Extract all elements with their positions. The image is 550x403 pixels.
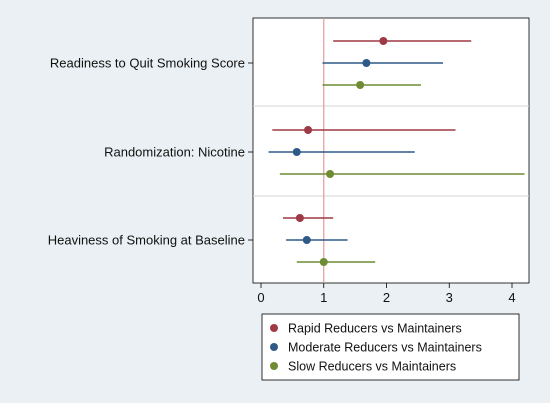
x-tick-label: 3: [446, 290, 453, 305]
legend-label: Moderate Reducers vs Maintainers: [288, 341, 482, 355]
x-tick-label: 0: [257, 290, 264, 305]
legend-marker: [270, 343, 278, 351]
y-category-label: Randomization: Nicotine: [104, 145, 245, 160]
legend-marker: [270, 324, 278, 332]
legend-label: Slow Reducers vs Maintainers: [288, 360, 456, 374]
legend-marker: [270, 362, 278, 370]
estimate-point: [356, 81, 365, 89]
estimate-point: [295, 214, 304, 222]
x-tick-label: 1: [320, 290, 327, 305]
estimate-point: [292, 148, 301, 156]
estimate-point: [326, 170, 335, 178]
estimate-point: [362, 59, 371, 67]
y-category-label: Readiness to Quit Smoking Score: [50, 56, 245, 71]
estimate-point: [319, 258, 328, 266]
x-tick-label: 4: [508, 290, 515, 305]
estimate-point: [304, 126, 313, 134]
y-category-label: Heaviness of Smoking at Baseline: [48, 233, 245, 248]
legend-box: [261, 313, 520, 381]
legend-label: Rapid Reducers vs Maintainers: [288, 322, 462, 336]
estimate-point: [379, 37, 388, 45]
estimate-point: [302, 236, 311, 244]
x-tick-label: 2: [383, 290, 390, 305]
